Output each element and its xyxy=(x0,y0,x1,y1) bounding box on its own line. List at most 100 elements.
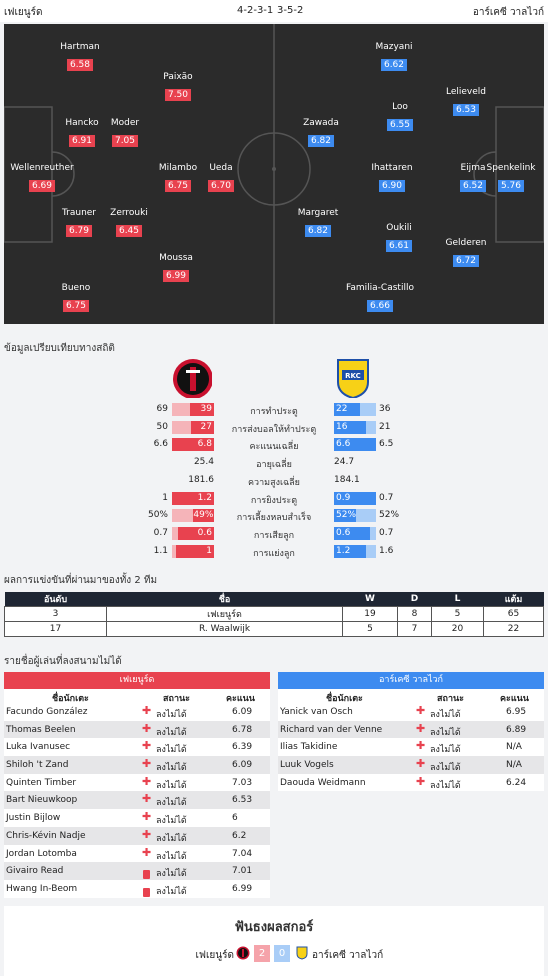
stat-away-bar: 6.6 xyxy=(334,438,376,451)
player-score: 6.53 xyxy=(232,795,252,805)
stat-away-bar: 1.2 xyxy=(334,545,376,558)
list-item[interactable]: Ilias Takidine ✚ ลงไม่ได้ N/A xyxy=(278,738,544,756)
away-player[interactable]: Spenkelink 5.76 xyxy=(471,163,544,192)
list-item[interactable]: Justin Bijlow ✚ ลงไม่ได้ 6 xyxy=(4,809,270,827)
home-player[interactable]: Paixão 7.50 xyxy=(138,72,218,101)
player-name: Justin Bijlow xyxy=(6,813,60,823)
stat-home-fill: 1.2 xyxy=(172,492,214,505)
stat-label: คะแนนเฉลี่ย xyxy=(214,439,334,453)
list-item[interactable]: Hwang In-Beom ลงไม่ได้ 6.99 xyxy=(4,880,270,898)
player-score: 6.39 xyxy=(232,742,252,752)
injury-cross-icon: ✚ xyxy=(416,722,425,735)
home-player[interactable]: Moder 7.05 xyxy=(85,118,165,147)
home-player[interactable]: Bueno 6.75 xyxy=(36,283,116,312)
player-status: ลงไม่ได้ xyxy=(430,742,461,756)
score-home-badge: 2 xyxy=(254,945,270,962)
list-item[interactable]: Quinten Timber ✚ ลงไม่ได้ 7.03 xyxy=(4,774,270,792)
h2h-col-d: D xyxy=(398,592,432,607)
stat-home-bar: 1 xyxy=(172,545,214,558)
score-prediction-title: ฟันธงผลสกอร์ xyxy=(4,916,544,937)
stat-home-total: 50 xyxy=(128,422,168,432)
player-score: 7.04 xyxy=(232,849,252,859)
list-item[interactable]: Bart Nieuwkoop ✚ ลงไม่ได้ 6.53 xyxy=(4,791,270,809)
stat-away-bar: 16 xyxy=(334,421,376,434)
missing-title: รายชื่อผู้เล่นที่ลงสนามไม่ได้ xyxy=(4,654,122,669)
stat-away-total: 0.7 xyxy=(379,493,393,503)
player-name: Hwang In-Beom xyxy=(6,884,77,894)
injury-cross-icon: ✚ xyxy=(142,846,151,859)
h2h-title: ผลการแข่งขันที่ผ่านมาของทั้ง 2 ทีม xyxy=(4,573,157,588)
player-score: 6.99 xyxy=(232,884,252,894)
home-missing-columns: ชื่อนักเตะ สถานะ คะแนน xyxy=(4,689,270,703)
stat-home-total: 1 xyxy=(128,493,168,503)
home-missing-panel: เฟเยนูร์ด ชื่อนักเตะ สถานะ คะแนน Facundo… xyxy=(4,672,270,898)
player-score: 6 xyxy=(232,813,238,823)
player-status: ลงไม่ได้ xyxy=(430,707,461,721)
player-name: Richard van der Venne xyxy=(280,725,382,735)
player-status: ลงไม่ได้ xyxy=(156,760,187,774)
injury-cross-icon: ✚ xyxy=(142,775,151,788)
player-name: Shiloh 't Zand xyxy=(6,760,68,770)
home-player[interactable]: Hartman 6.58 xyxy=(40,42,120,71)
stat-label: ความสูงเฉลี่ย xyxy=(214,475,334,489)
player-name: Jordan Lotomba xyxy=(6,849,77,859)
list-item[interactable]: Facundo González ✚ ลงไม่ได้ 6.09 xyxy=(4,703,270,721)
player-name: Thomas Beelen xyxy=(6,725,76,735)
svg-text:RKC: RKC xyxy=(345,372,361,380)
list-item[interactable]: Shiloh 't Zand ✚ ลงไม่ได้ 6.09 xyxy=(4,756,270,774)
injury-cross-icon: ✚ xyxy=(142,722,151,735)
list-item[interactable]: Givairo Read ลงไม่ได้ 7.01 xyxy=(4,862,270,880)
list-item[interactable]: Luka Ivanusec ✚ ลงไม่ได้ 6.39 xyxy=(4,738,270,756)
player-score: N/A xyxy=(506,742,522,752)
stat-away-fill: 52% xyxy=(334,509,356,522)
stat-row: 1.1 1 การแย่งลูก 1.2 1.6 xyxy=(0,545,548,559)
stat-away-fill: 22 xyxy=(334,403,360,416)
stat-home-total: 50% xyxy=(128,510,168,520)
feyenoord-crest-icon xyxy=(172,358,212,398)
list-item[interactable]: Richard van der Venne ✚ ลงไม่ได้ 6.89 xyxy=(278,721,544,739)
list-item[interactable]: Thomas Beelen ✚ ลงไม่ได้ 6.78 xyxy=(4,721,270,739)
home-player[interactable]: Ueda 6.70 xyxy=(181,163,261,192)
player-name: Ilias Takidine xyxy=(280,742,337,752)
injury-cross-icon: ✚ xyxy=(142,828,151,841)
player-name: Yanick van Osch xyxy=(280,707,353,717)
home-player[interactable]: Moussa 6.99 xyxy=(136,253,216,282)
rkc-crest-icon: RKC xyxy=(336,358,376,398)
injury-cross-icon: ✚ xyxy=(142,704,151,717)
stat-home-fill: 6.8 xyxy=(172,438,214,451)
list-item[interactable]: Jordan Lotomba ✚ ลงไม่ได้ 7.04 xyxy=(4,845,270,863)
away-player[interactable]: Loo 6.55 xyxy=(360,102,440,131)
stat-away-total: 0.7 xyxy=(379,528,393,538)
home-player[interactable]: Wellenreuther 6.69 xyxy=(4,163,82,192)
stat-home-total: 0.7 xyxy=(128,528,168,538)
away-player[interactable]: Gelderen 6.72 xyxy=(426,238,506,267)
injury-cross-icon: ✚ xyxy=(142,810,151,823)
list-item[interactable]: Yanick van Osch ✚ ลงไม่ได้ 6.95 xyxy=(278,703,544,721)
h2h-col-pts: แต้ม xyxy=(484,592,544,607)
home-player[interactable]: Zerrouki 6.45 xyxy=(89,208,169,237)
player-status: ลงไม่ได้ xyxy=(156,707,187,721)
stat-away-fill: 0.9 xyxy=(334,492,376,505)
player-name: Luka Ivanusec xyxy=(6,742,70,752)
list-item[interactable]: Chris-Kévin Nadje ✚ ลงไม่ได้ 6.2 xyxy=(4,827,270,845)
away-player[interactable]: Familia-Castillo 6.66 xyxy=(340,283,420,312)
player-status: ลงไม่ได้ xyxy=(156,725,187,739)
player-status: ลงไม่ได้ xyxy=(156,742,187,756)
away-player[interactable]: Ihattaren 6.90 xyxy=(352,163,432,192)
stat-row: 69 39 การทำประตู 22 36 xyxy=(0,403,548,417)
away-player[interactable]: Mazyani 6.62 xyxy=(354,42,434,71)
player-status: ลงไม่ได้ xyxy=(156,795,187,809)
player-name: Bart Nieuwkoop xyxy=(6,795,77,805)
player-status: ลงไม่ได้ xyxy=(156,813,187,827)
list-item[interactable]: Luuk Vogels ✚ ลงไม่ได้ N/A xyxy=(278,756,544,774)
injury-cross-icon: ✚ xyxy=(416,757,425,770)
player-status: ลงไม่ได้ xyxy=(156,849,187,863)
away-player[interactable]: Margaret 6.82 xyxy=(278,208,358,237)
away-player[interactable]: Zawada 6.82 xyxy=(281,118,361,147)
list-item[interactable]: Daouda Weidmann ✚ ลงไม่ได้ 6.24 xyxy=(278,774,544,792)
stat-label: การเสียลูก xyxy=(214,528,334,542)
table-row: 17 R. Waalwijk 5 7 20 22 xyxy=(5,622,544,637)
stat-away-fill: 0.6 xyxy=(334,527,370,540)
injury-cross-icon: ✚ xyxy=(142,792,151,805)
rkc-crest-icon xyxy=(296,946,308,960)
